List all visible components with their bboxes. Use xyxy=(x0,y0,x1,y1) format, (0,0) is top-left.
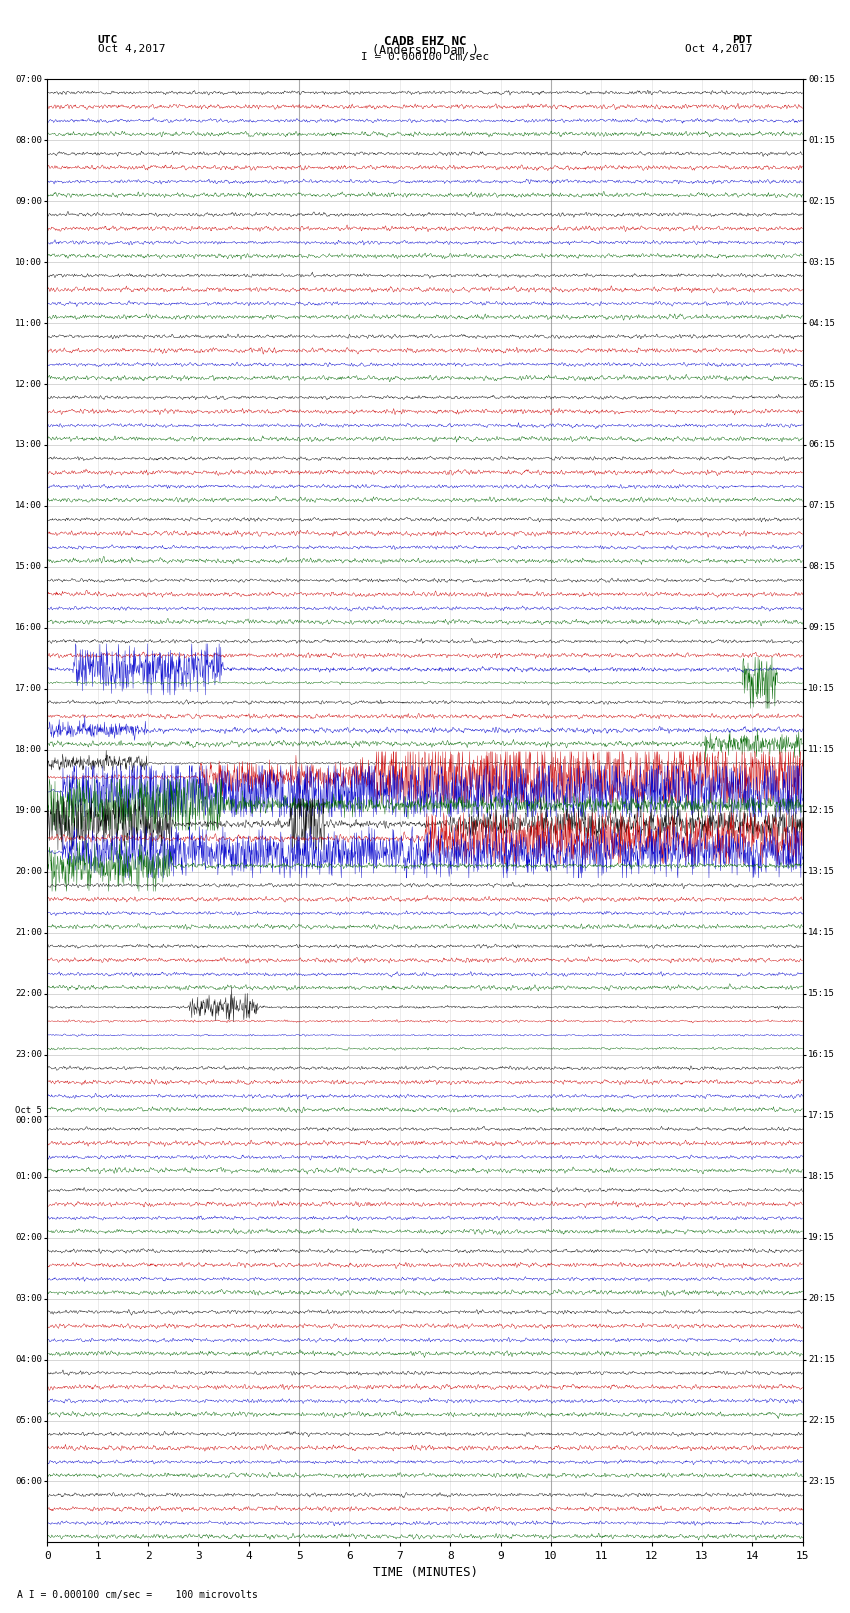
Text: (Anderson Dam ): (Anderson Dam ) xyxy=(371,44,479,56)
X-axis label: TIME (MINUTES): TIME (MINUTES) xyxy=(372,1566,478,1579)
Text: CADB EHZ NC: CADB EHZ NC xyxy=(383,35,467,48)
Text: I = 0.000100 cm/sec: I = 0.000100 cm/sec xyxy=(361,52,489,61)
Text: Oct 4,2017: Oct 4,2017 xyxy=(685,44,752,53)
Text: A I = 0.000100 cm/sec =    100 microvolts: A I = 0.000100 cm/sec = 100 microvolts xyxy=(17,1590,258,1600)
Text: Oct 4,2017: Oct 4,2017 xyxy=(98,44,165,53)
Text: UTC: UTC xyxy=(98,35,118,45)
Text: PDT: PDT xyxy=(732,35,752,45)
